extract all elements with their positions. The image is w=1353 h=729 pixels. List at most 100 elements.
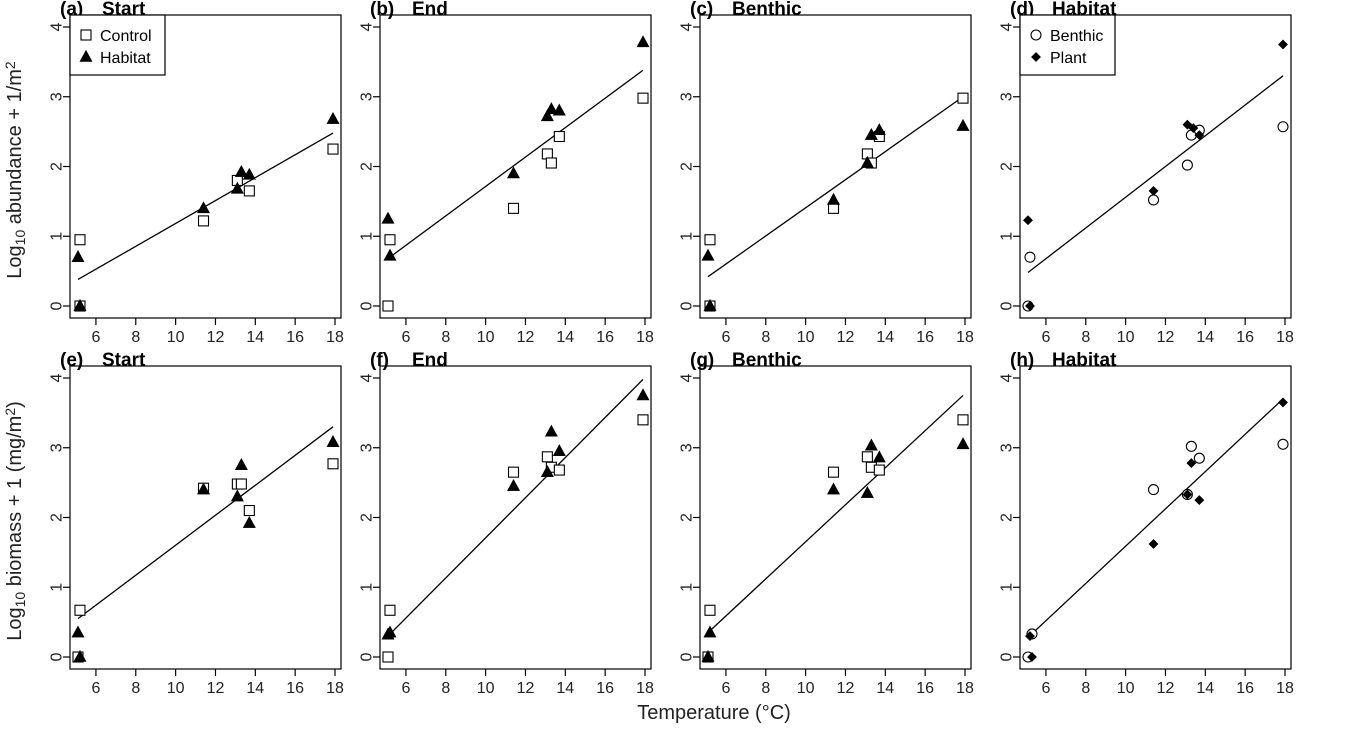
panel-b-y-tick-label: 0 bbox=[359, 301, 376, 310]
panel-c-habitat-point bbox=[701, 248, 715, 261]
panel-e-habitat-point bbox=[326, 435, 340, 447]
panel-a-legend-control-label: Control bbox=[100, 28, 152, 45]
panel-f-control-point bbox=[382, 651, 394, 663]
panel-g-y-tick-label: 1 bbox=[679, 583, 696, 592]
panel-f-x-tick-label: 8 bbox=[441, 680, 450, 697]
panel-c-habitat-point bbox=[860, 155, 874, 168]
panel-a-control-point bbox=[197, 215, 210, 227]
panel-g-x-tick-label: 12 bbox=[837, 680, 855, 697]
panel-h-benthic-point bbox=[1147, 484, 1160, 496]
panel-a-habitat-point bbox=[242, 167, 256, 180]
panel-b-x-tick-label: 12 bbox=[517, 329, 535, 346]
panel-g-habitat-point bbox=[956, 437, 970, 450]
panel-f-x-tick-label: 16 bbox=[596, 680, 614, 697]
panel-b-title: End bbox=[412, 0, 448, 20]
panel-a-x-tick-label: 14 bbox=[246, 329, 264, 346]
panel-d-y-tick-label: 0 bbox=[999, 301, 1016, 310]
panel-e-y-tick-label: 2 bbox=[49, 513, 66, 522]
panel-c-x-tick-label: 6 bbox=[721, 329, 730, 346]
panel-e-habitat-point bbox=[197, 482, 211, 495]
panel-h-y-tick-label: 0 bbox=[999, 652, 1016, 661]
panel-d-benthic-point bbox=[1147, 194, 1160, 206]
panel-h-plant-point bbox=[1027, 652, 1037, 662]
panel-c-habitat-point bbox=[956, 118, 970, 131]
panel-b-control-point bbox=[637, 92, 649, 104]
panel-f-title: End bbox=[412, 350, 448, 371]
y-axis-title-biomass-sup: 2 bbox=[2, 408, 18, 416]
panel-b-habitat-point bbox=[540, 109, 554, 122]
panel-g-control-point bbox=[873, 464, 885, 476]
panel-d-x-tick-label: 18 bbox=[1276, 329, 1294, 346]
panel-g-x-tick-label: 18 bbox=[956, 680, 974, 697]
panel-a-habitat-point bbox=[230, 181, 244, 194]
panel-c-title: Benthic bbox=[732, 0, 802, 20]
panel-a-habitat-point bbox=[73, 298, 87, 311]
panel-b-y-tick-label: 1 bbox=[359, 232, 376, 241]
panel-b-control-point bbox=[382, 300, 394, 312]
panel-h-benthic-point bbox=[1185, 440, 1197, 452]
panel-c-control-point bbox=[827, 202, 840, 214]
panel-h-plant-point bbox=[1182, 489, 1193, 500]
panel-e-y-tick-label: 4 bbox=[49, 373, 66, 382]
panel-d-y-tick-label: 1 bbox=[999, 232, 1016, 241]
panel-a-y-tick-label: 0 bbox=[49, 301, 66, 310]
panel-e-habitat-point bbox=[73, 649, 87, 662]
panel-f-habitat-point bbox=[383, 625, 397, 638]
panel-g-frame bbox=[699, 365, 972, 670]
panel-d-plant-point bbox=[1148, 185, 1159, 196]
panel-e-y-tick-label: 1 bbox=[49, 583, 66, 592]
panel-b-habitat-point bbox=[552, 103, 566, 116]
panel-c-x-tick-label: 8 bbox=[761, 329, 770, 346]
panel-f-x-tick-label: 6 bbox=[401, 680, 410, 697]
panel-h-benthic-point bbox=[1277, 438, 1289, 450]
panel-g-control-point bbox=[861, 451, 873, 463]
panel-b-habitat-point bbox=[507, 166, 521, 179]
panel-g-y-tick-label: 3 bbox=[679, 443, 696, 452]
panel-d-plant-point bbox=[1278, 39, 1288, 50]
panel-a-legend-habitat-marker bbox=[79, 49, 93, 62]
panel-d-y-tick-label: 3 bbox=[999, 92, 1016, 101]
panel-e-x-tick-label: 6 bbox=[91, 680, 100, 697]
panel-d-legend-benthic-label: Benthic bbox=[1050, 28, 1103, 45]
panel-g-control-point bbox=[957, 414, 969, 426]
panel-g-habitat-point bbox=[703, 625, 717, 638]
panel-h-plant-point bbox=[1194, 495, 1205, 505]
panel-h-x-tick-label: 14 bbox=[1196, 680, 1214, 697]
panel-c-habitat-point bbox=[827, 192, 841, 205]
panel-a-habitat-point bbox=[71, 250, 85, 262]
panel-f-control-point bbox=[507, 466, 520, 478]
panel-e-x-tick-label: 12 bbox=[207, 680, 225, 697]
panel-f-y-tick-label: 2 bbox=[359, 513, 376, 522]
panel-a-x-tick-label: 16 bbox=[286, 329, 304, 346]
panel-e-y-tick-label: 0 bbox=[49, 652, 66, 661]
panel-e-title: Start bbox=[102, 350, 146, 371]
panel-d-x-tick-label: 16 bbox=[1236, 329, 1254, 346]
panel-b-habitat-point bbox=[383, 248, 397, 261]
panel-g-control-point bbox=[704, 604, 716, 616]
panel-g-title: Benthic bbox=[732, 350, 802, 371]
panel-e-control-point bbox=[74, 604, 86, 616]
panel-c-y-tick-label: 2 bbox=[679, 162, 696, 171]
panel-c-label: (c) bbox=[690, 0, 713, 20]
x-axis-title: Temperature (°C) bbox=[637, 702, 791, 724]
panel-g-x-tick-label: 8 bbox=[761, 680, 770, 697]
panel-d-benthic-point bbox=[1024, 251, 1036, 263]
panel-d-plant-point bbox=[1025, 301, 1035, 311]
panel-d-legend-plant-marker bbox=[1031, 52, 1041, 62]
panel-d-x-tick-label: 8 bbox=[1081, 329, 1090, 346]
y-axis-title-abundance-text: abundance + 1/m bbox=[4, 69, 26, 230]
panel-c-y-tick-label: 1 bbox=[679, 232, 696, 241]
y-axis-title-abundance: Log10 abundance + 1/m2 bbox=[2, 61, 28, 279]
panel-b-fit-line bbox=[387, 69, 644, 260]
y-axis-title-biomass-log: Log bbox=[4, 607, 26, 640]
panel-b-x-tick-label: 10 bbox=[477, 329, 495, 346]
panel-h-title: Habitat bbox=[1052, 350, 1117, 371]
panel-g-fit-line bbox=[707, 394, 964, 634]
panel-h-x-tick-label: 6 bbox=[1041, 680, 1050, 697]
panel-b-label: (b) bbox=[370, 0, 394, 20]
panel-d-benthic-point bbox=[1277, 121, 1289, 133]
panel-f-habitat-point bbox=[507, 478, 521, 491]
panel-g-control-point bbox=[827, 466, 840, 478]
